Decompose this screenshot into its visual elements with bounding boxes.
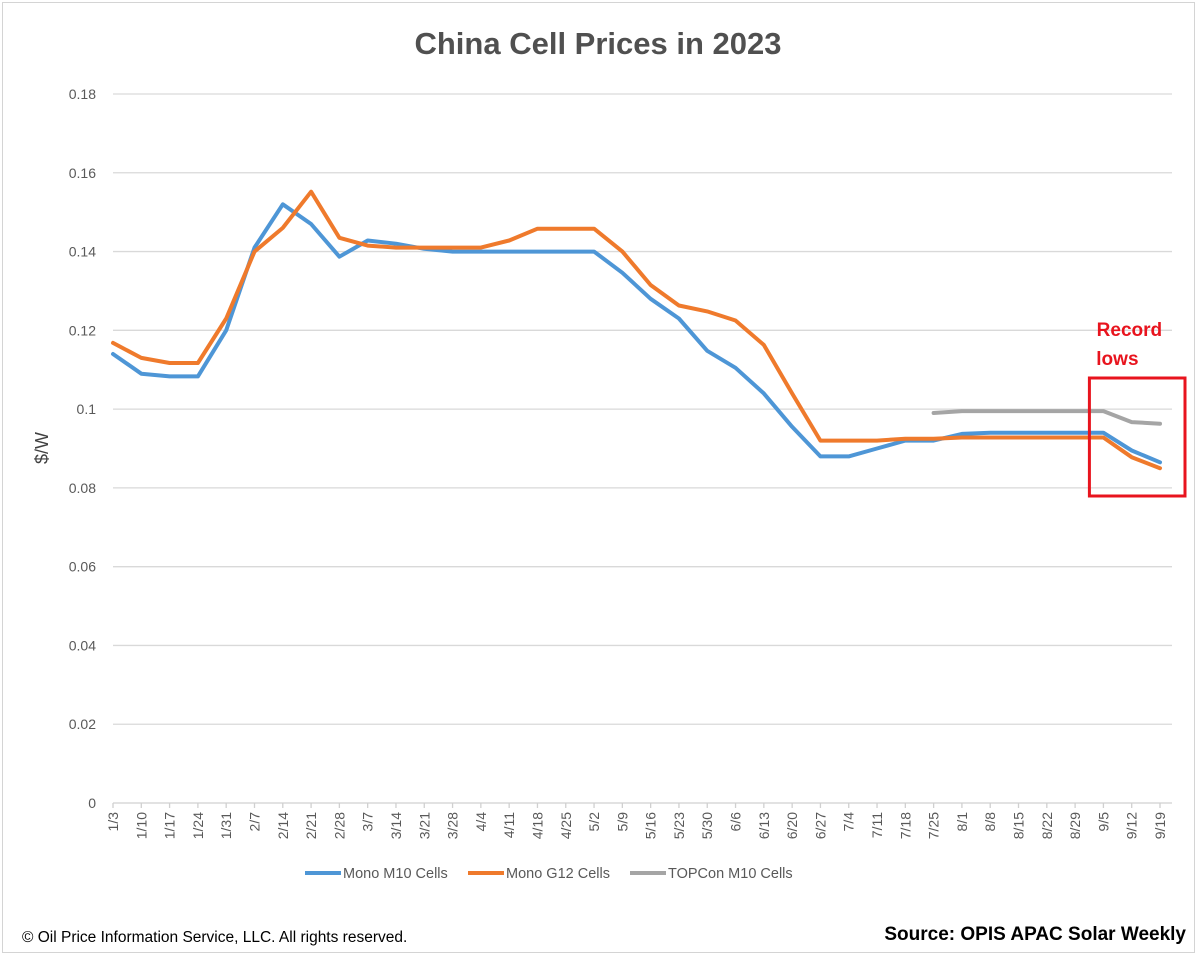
x-tick-label: 8/29 bbox=[1067, 812, 1083, 839]
x-tick-label: 6/13 bbox=[756, 812, 772, 839]
legend-item: Mono G12 Cells bbox=[468, 866, 610, 882]
x-tick-label: 7/4 bbox=[841, 812, 857, 832]
x-tick-label: 3/14 bbox=[388, 812, 404, 839]
legend-item: TOPCon M10 Cells bbox=[630, 866, 793, 882]
y-tick-label: 0.1 bbox=[77, 401, 97, 417]
x-tick-label: 9/19 bbox=[1152, 812, 1168, 839]
x-tick-label: 7/25 bbox=[926, 812, 942, 839]
y-axis-label: $/W bbox=[32, 432, 52, 464]
x-tick-label: 8/8 bbox=[982, 812, 998, 832]
x-tick-label: 5/2 bbox=[586, 812, 602, 832]
record-lows-annotation: Record lows bbox=[1087, 320, 1187, 498]
legend-label: Mono G12 Cells bbox=[506, 866, 610, 882]
x-tick-label: 5/30 bbox=[699, 812, 715, 839]
x-tick-label: 6/6 bbox=[728, 812, 744, 832]
source-note: Source: OPIS APAC Solar Weekly bbox=[884, 924, 1186, 945]
x-tick-label: 4/11 bbox=[501, 812, 517, 838]
y-tick-label: 0.12 bbox=[69, 322, 96, 338]
legend: Mono M10 Cells Mono G12 Cells TOPCon M10 C… bbox=[305, 866, 793, 882]
series-line-mono-m10-cells bbox=[111, 202, 1162, 465]
x-tick-label: 1/31 bbox=[218, 812, 234, 839]
y-tick-label: 0.08 bbox=[69, 480, 96, 496]
x-tick-label: 3/28 bbox=[445, 812, 461, 839]
x-tick-label: 7/18 bbox=[897, 812, 913, 839]
x-axis bbox=[112, 802, 1172, 808]
y-tick-label: 0.02 bbox=[69, 716, 96, 732]
x-tick-label: 4/4 bbox=[473, 812, 489, 832]
x-tick-label: 4/18 bbox=[529, 812, 545, 839]
x-tick-label: 6/20 bbox=[784, 812, 800, 839]
y-tick-label: 0.04 bbox=[69, 637, 96, 653]
y-tick-label: 0.14 bbox=[69, 244, 96, 260]
x-tick-label: 2/14 bbox=[275, 812, 291, 839]
x-tick-label: 2/28 bbox=[331, 812, 347, 839]
legend-label: Mono M10 Cells bbox=[343, 866, 448, 882]
x-tick-label: 2/21 bbox=[303, 812, 319, 839]
y-tick-label: 0.16 bbox=[69, 165, 96, 181]
x-tick-label: 9/12 bbox=[1124, 812, 1140, 839]
series-line-mono-g12-cells bbox=[111, 189, 1162, 471]
x-tick-label: 9/5 bbox=[1095, 812, 1111, 832]
x-tick-labels: 1/3 1/10 1/17 1/24 1/31 2/7 2/14 2/21 2/28 3/7 3/1… bbox=[105, 812, 1168, 839]
x-tick-label: 8/15 bbox=[1011, 812, 1027, 839]
x-tick-label: 5/9 bbox=[614, 812, 630, 832]
chart-title: China Cell Prices in 2023 bbox=[414, 26, 781, 61]
x-tick-label: 1/24 bbox=[190, 812, 206, 839]
record-lows-box bbox=[1087, 376, 1187, 498]
x-tick-label: 1/17 bbox=[162, 812, 178, 839]
legend-item: Mono M10 Cells bbox=[305, 866, 448, 882]
y-tick-label: 0.18 bbox=[69, 86, 96, 102]
x-tick-label: 5/23 bbox=[671, 812, 687, 839]
x-tick-label: 2/7 bbox=[246, 812, 262, 832]
x-tick-label: 8/1 bbox=[954, 812, 970, 832]
y-tick-label: 0 bbox=[88, 795, 96, 811]
legend-label: TOPCon M10 Cells bbox=[668, 866, 793, 882]
annotation-text-line-1: Record bbox=[1097, 320, 1162, 341]
x-tick-label: 4/25 bbox=[558, 812, 574, 839]
y-tick-labels: 0 0.02 0.04 0.06 0.08 0.1 0.12 0.14 0.16 0.18 bbox=[69, 86, 96, 811]
series-line-topcon-m10-cells bbox=[931, 409, 1162, 426]
x-tick-label: 3/7 bbox=[360, 812, 376, 832]
x-tick-label: 1/3 bbox=[105, 812, 121, 832]
series-lines bbox=[111, 189, 1162, 471]
x-tick-label: 7/11 bbox=[869, 812, 885, 838]
y-tick-label: 0.06 bbox=[69, 559, 96, 575]
x-tick-label: 3/21 bbox=[416, 812, 432, 839]
x-tick-label: 1/10 bbox=[133, 812, 149, 839]
annotation-text-line-2: lows bbox=[1096, 349, 1138, 370]
x-tick-label: 6/27 bbox=[812, 812, 828, 839]
x-tick-label: 8/22 bbox=[1039, 812, 1055, 839]
copyright-notice: © Oil Price Information Service, LLC. Al… bbox=[22, 929, 408, 946]
x-tick-label: 5/16 bbox=[643, 812, 659, 839]
